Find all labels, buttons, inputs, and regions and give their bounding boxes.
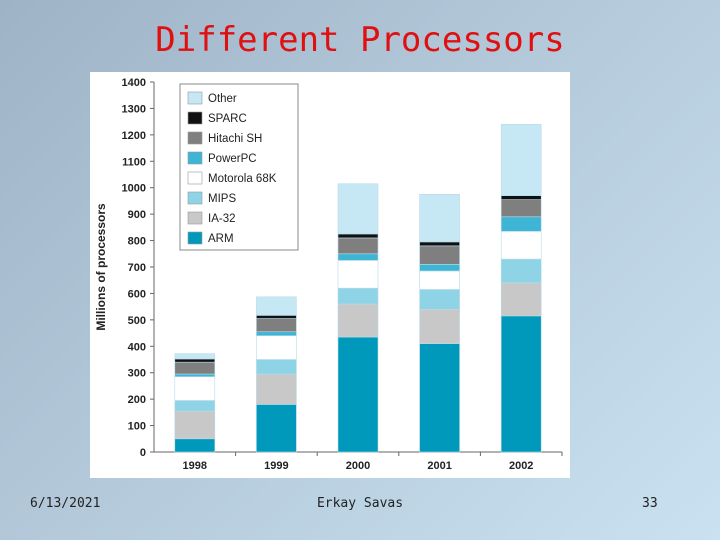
legend-label-ia-32: IA-32: [208, 213, 236, 225]
x-tick-label: 1999: [264, 460, 288, 472]
bar-segment-mips-1998: [174, 400, 216, 412]
bar-segment-arm-2001: [419, 343, 460, 453]
bar-segment-ia-32-2000: [337, 303, 379, 338]
bar-segment-motorola-68k-1998: [174, 376, 216, 401]
y-tick-label: 500: [128, 315, 146, 327]
bar-segment-hitachi-sh-2001: [419, 245, 460, 265]
bar-segment-sparc-1998: [174, 358, 216, 363]
legend-swatch-sparc: [187, 111, 203, 125]
x-tick-label: 2002: [509, 460, 533, 472]
y-tick-label: 1400: [122, 77, 146, 89]
bar-segment-sparc-1999: [256, 315, 297, 319]
legend-label-sparc: SPARC: [208, 113, 247, 125]
page-number: 33: [642, 496, 658, 511]
x-tick-label: 1998: [183, 460, 207, 472]
legend-swatch-mips: [187, 191, 203, 205]
y-tick-label: 1100: [122, 156, 146, 168]
bar-segment-motorola-68k-1999: [256, 335, 297, 360]
bar-segment-ia-32-2001: [419, 308, 460, 344]
bar-segment-ia-32-1999: [256, 373, 297, 405]
bar-segment-mips-2000: [337, 287, 379, 305]
bar-segment-powerpc-2000: [337, 253, 379, 261]
y-tick-label: 900: [128, 209, 146, 221]
x-tick-label: 2000: [346, 460, 370, 472]
legend-label-arm: ARM: [208, 233, 234, 245]
y-axis-label: Millions of processors: [94, 203, 108, 331]
bar-segment-mips-2002: [500, 258, 542, 284]
y-tick-label: 100: [128, 421, 146, 433]
footer-date: 6/13/2021: [30, 496, 101, 511]
bar-segment-other-1999: [256, 296, 297, 316]
legend-label-motorola-68k: Motorola 68K: [208, 173, 277, 185]
x-tick-label: 2001: [427, 460, 451, 472]
bar-segment-hitachi-sh-2002: [500, 199, 542, 218]
bar-segment-ia-32-2002: [500, 282, 542, 317]
bar-segment-sparc-2002: [500, 195, 542, 200]
bar-segment-mips-2001: [419, 289, 460, 310]
legend-box: [179, 83, 299, 251]
y-tick-label: 400: [128, 341, 146, 353]
y-tick-label: 1300: [122, 103, 146, 115]
bar-segment-motorola-68k-2001: [419, 270, 460, 290]
bar-segment-other-2000: [337, 183, 379, 235]
legend-swatch-powerpc: [187, 151, 203, 165]
bar-segment-arm-2000: [337, 336, 379, 453]
y-tick-label: 700: [128, 262, 146, 274]
y-tick-label: 1000: [122, 183, 146, 195]
y-tick-label: 800: [128, 236, 146, 248]
y-tick-label: 600: [128, 288, 146, 300]
bar-segment-hitachi-sh-2000: [337, 237, 379, 255]
y-tick-label: 0: [140, 447, 146, 459]
bar-segment-motorola-68k-2000: [337, 260, 379, 289]
slide-title: Different Processors: [155, 20, 565, 60]
bar-segment-sparc-2000: [337, 233, 379, 239]
bar-segment-other-2001: [419, 194, 460, 243]
chart-legend: Other SPARC Hitachi SH PowerPC Motorola 68K M…: [179, 83, 299, 251]
bar-segment-motorola-68k-2002: [500, 231, 542, 260]
legend-label-hitachi-sh: Hitachi SH: [208, 133, 262, 145]
bar-segment-powerpc-1999: [256, 331, 297, 337]
legend-label-mips: MIPS: [208, 193, 236, 205]
y-tick-label: 1200: [122, 130, 146, 142]
legend-label-powerpc: PowerPC: [208, 153, 257, 165]
legend-swatch-arm: [187, 231, 203, 245]
chart-bars: [174, 123, 542, 453]
legend-swatch-other: [187, 91, 203, 105]
bar-segment-arm-1998: [174, 438, 216, 453]
bar-segment-powerpc-2002: [500, 216, 542, 232]
legend-label-other: Other: [208, 93, 237, 105]
bar-segment-powerpc-1998: [174, 373, 216, 377]
bar-segment-mips-1999: [256, 359, 297, 375]
bar-segment-arm-2002: [500, 315, 542, 453]
y-tick-label: 300: [128, 368, 146, 380]
footer-author: Erkay Savas: [316, 496, 404, 511]
legend-swatch-motorola-68k: [187, 171, 203, 185]
bar-segment-arm-1999: [256, 404, 297, 453]
chart-panel: 0 100 200 300 400 500 600 700 800 900 1000 1100 1200…: [90, 72, 570, 478]
legend-swatch-ia-32: [187, 211, 203, 225]
chart-axes: 0 100 200 300 400 500 600 700 800 900 1000 1100 1200…: [94, 77, 563, 472]
bar-segment-other-1998: [174, 353, 216, 360]
bar-segment-powerpc-2001: [419, 264, 460, 272]
legend-swatch-hitachi-sh: [187, 131, 203, 145]
y-tick-label: 200: [128, 394, 146, 406]
bar-segment-hitachi-sh-1998: [174, 361, 216, 375]
bar-segment-ia-32-1998: [174, 410, 216, 440]
bar-segment-hitachi-sh-1999: [256, 318, 297, 333]
stacked-bar-chart: 0 100 200 300 400 500 600 700 800 900 1000 1100 1200…: [94, 77, 563, 472]
bar-segment-sparc-2001: [419, 241, 460, 247]
bar-segment-other-2002: [500, 123, 542, 196]
